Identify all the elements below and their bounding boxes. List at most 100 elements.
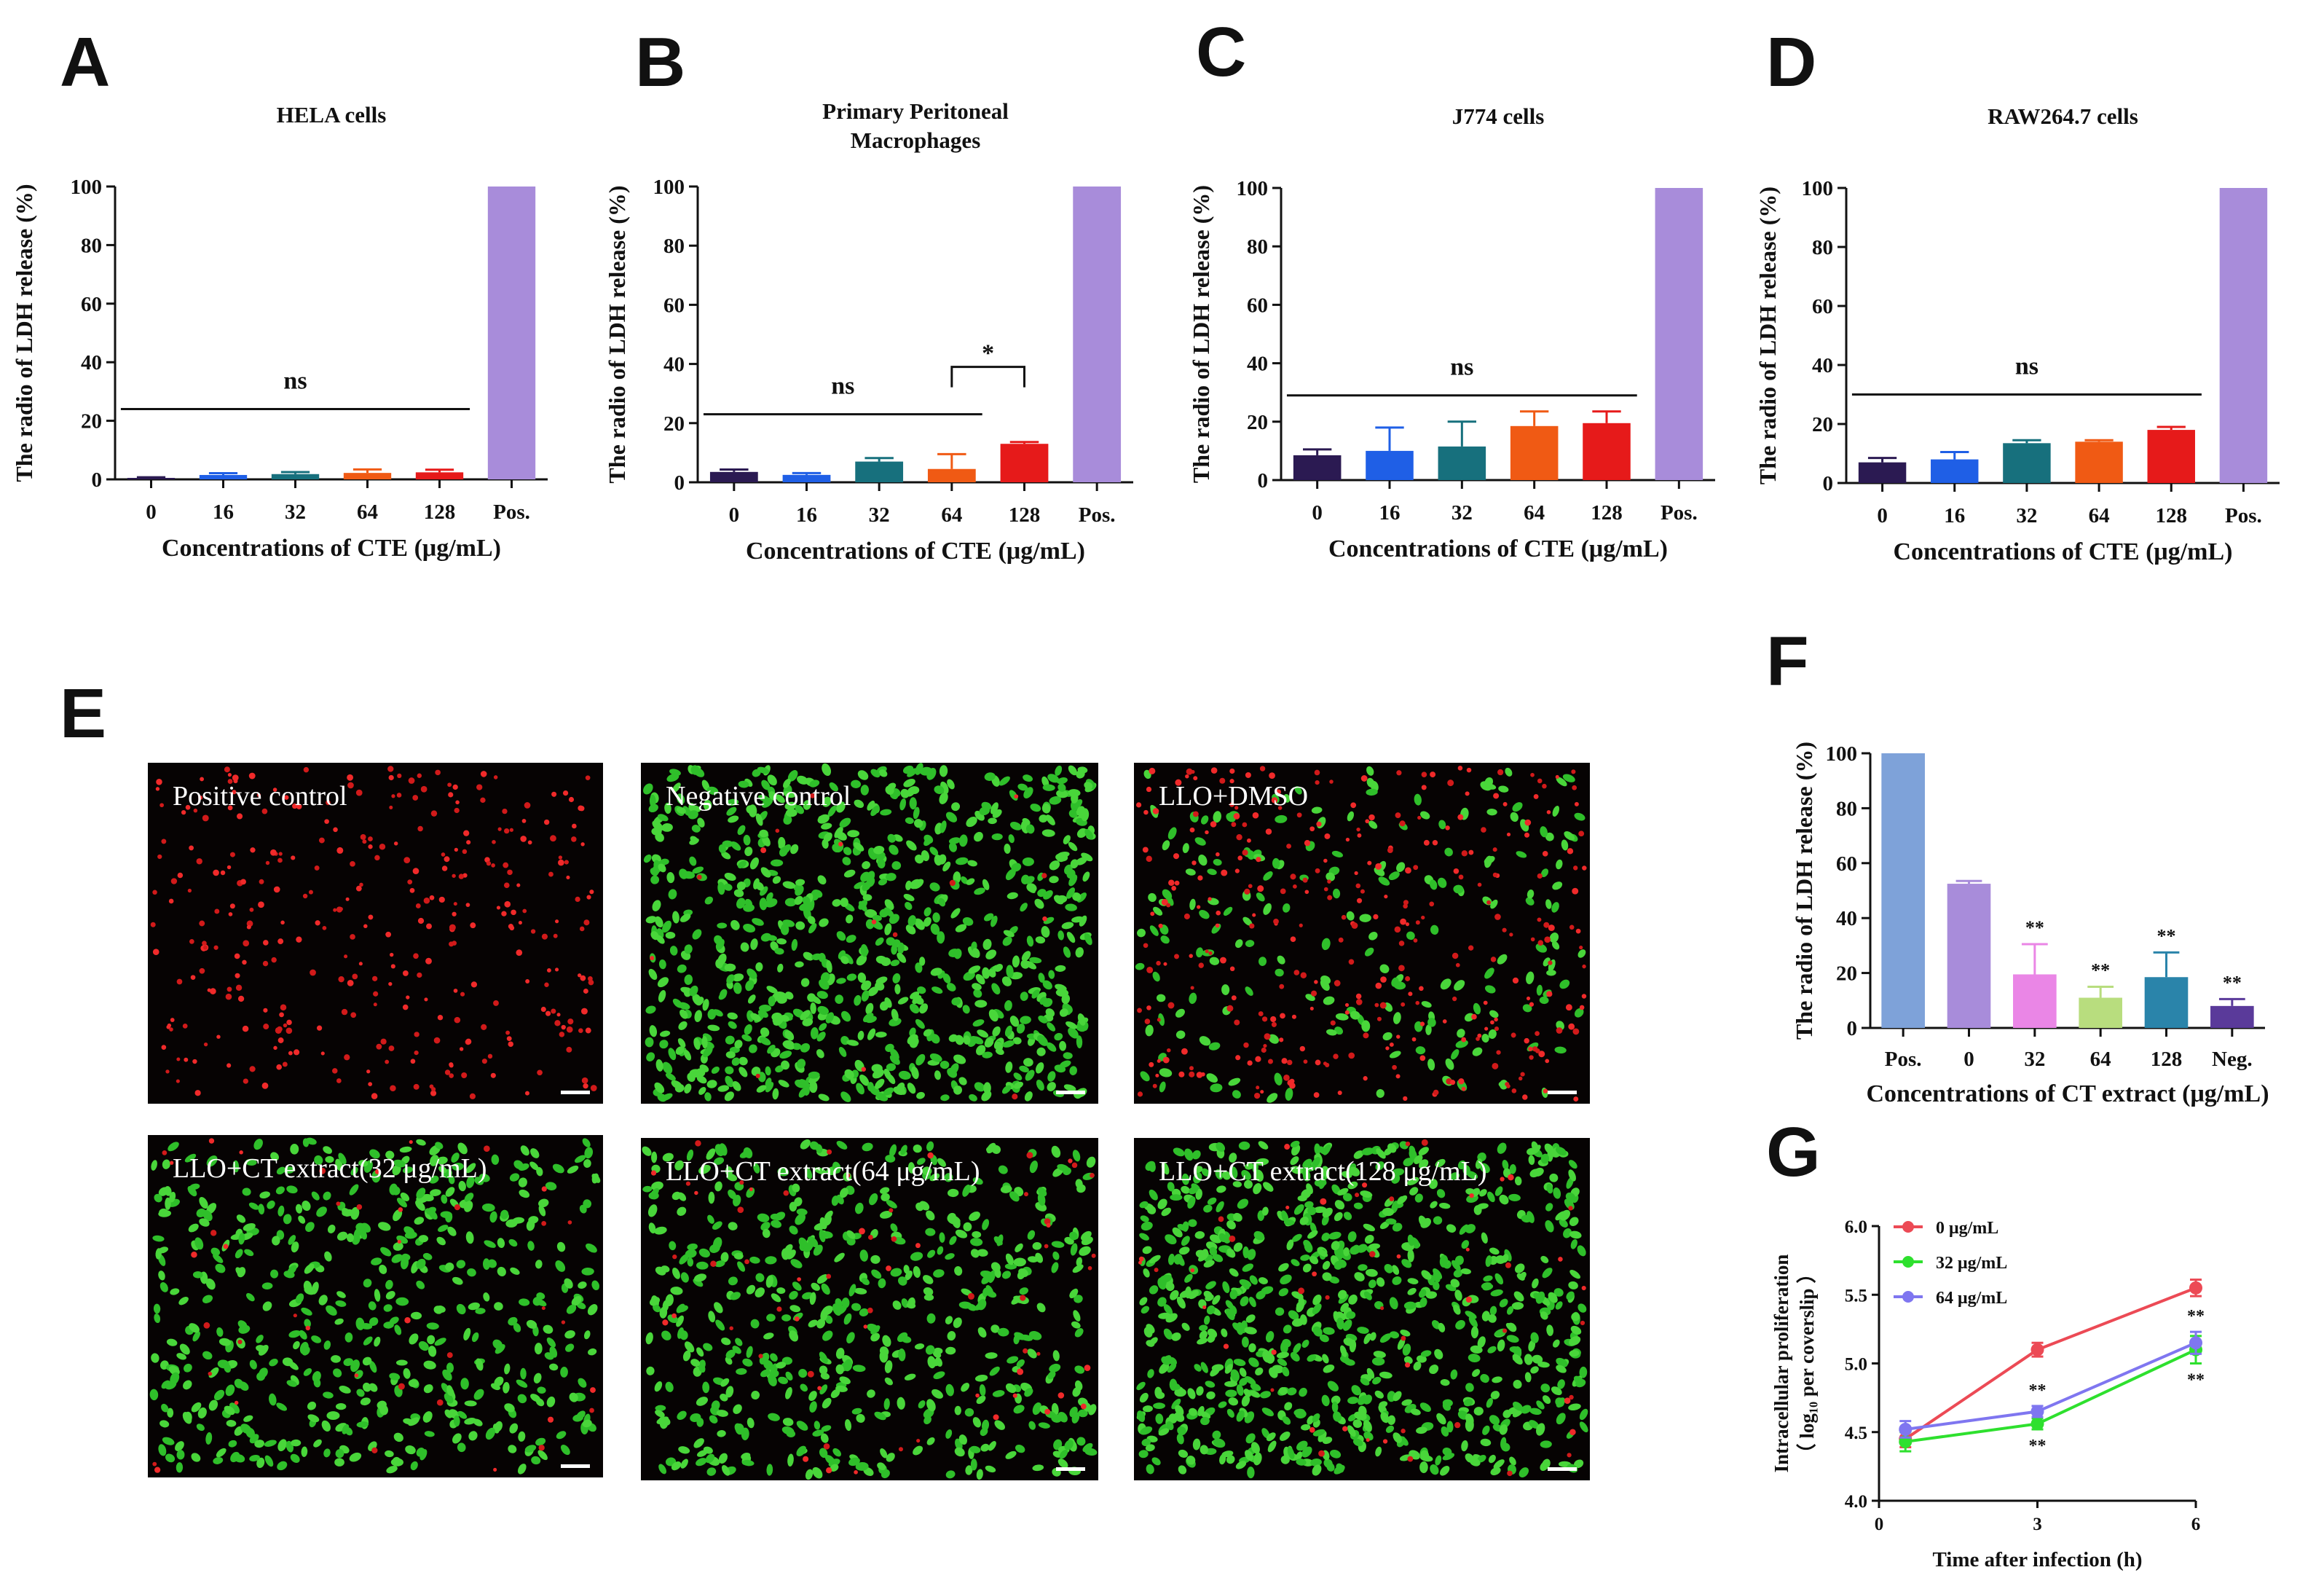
live-cell [660, 858, 669, 865]
dead-cell [1546, 991, 1553, 997]
dead-cell [507, 869, 513, 876]
live-cell [1261, 1286, 1274, 1295]
live-cell [731, 1057, 741, 1066]
live-cell [422, 1411, 433, 1423]
series-point-2-2 [2189, 1336, 2202, 1350]
live-cell [237, 1267, 246, 1278]
dead-cell [449, 1063, 454, 1068]
live-cell [1184, 1148, 1194, 1161]
live-cell [1421, 1001, 1432, 1008]
live-cell [955, 924, 967, 933]
dead-cell [291, 855, 296, 860]
live-cell [1267, 1440, 1277, 1453]
dead-cell [414, 1050, 419, 1056]
live-cell [934, 1070, 942, 1080]
dead-cell [1146, 966, 1154, 973]
live-cell [1561, 839, 1569, 851]
dead-cell [481, 1024, 487, 1030]
live-cell [508, 1316, 518, 1326]
dead-cell [181, 809, 186, 815]
live-cell [164, 1186, 172, 1196]
live-cell [903, 894, 915, 902]
live-cell [1038, 1015, 1048, 1024]
dead-cell [177, 872, 184, 879]
live-cell [982, 967, 990, 979]
live-cell [1205, 1381, 1216, 1388]
dead-cell [1210, 767, 1218, 774]
live-cell [648, 1222, 656, 1234]
live-cell [1407, 1177, 1419, 1186]
live-cell [812, 1429, 824, 1437]
live-cell [374, 1289, 381, 1302]
live-cell [761, 797, 773, 808]
dead-cell [1142, 847, 1149, 853]
live-cell [1296, 1300, 1305, 1313]
live-cell [1012, 955, 1020, 968]
live-cell [1236, 1384, 1244, 1396]
live-cell [261, 1282, 273, 1289]
live-cell [264, 1455, 274, 1467]
live-cell [526, 1319, 537, 1329]
live-cell [669, 946, 678, 956]
live-cell [1557, 1379, 1565, 1389]
live-cell [422, 1252, 433, 1260]
live-cell [524, 1445, 537, 1453]
live-cell [1354, 1272, 1365, 1281]
live-cell [832, 844, 840, 852]
dead-cell [196, 858, 202, 865]
live-cell [1047, 1082, 1056, 1091]
live-cell [830, 1464, 839, 1472]
live-cell [712, 1009, 723, 1017]
live-cell [789, 844, 799, 855]
live-cell [1548, 1292, 1558, 1303]
dead-cell [797, 1277, 801, 1281]
live-cell [394, 1324, 402, 1335]
live-cell [1409, 1187, 1419, 1196]
dead-cell [1338, 937, 1344, 943]
live-cell [1554, 1046, 1567, 1054]
live-cell [944, 1173, 953, 1182]
dead-cell [1202, 1305, 1207, 1310]
live-cell [1049, 876, 1059, 884]
live-cell [1465, 1311, 1477, 1319]
live-cell [884, 1360, 893, 1373]
live-cell [857, 770, 869, 780]
chart-b-macrophages: Primary Peritoneal Macrophages02040608010… [604, 98, 1133, 565]
dead-cell [1247, 1060, 1253, 1066]
dead-cell [863, 1324, 868, 1329]
dead-cell [1537, 917, 1542, 922]
live-cell [1296, 1440, 1308, 1451]
live-cell [1364, 947, 1374, 957]
live-cell [819, 1351, 828, 1364]
live-cell [325, 1155, 334, 1163]
live-cell [567, 1165, 579, 1174]
dead-cell [424, 997, 428, 1002]
dead-cell [1395, 812, 1401, 818]
live-cell [1468, 1354, 1481, 1363]
dead-cell [1174, 954, 1180, 959]
live-cell [1358, 1395, 1368, 1405]
y-tick-label: 100 [1237, 177, 1269, 200]
live-cell [1009, 822, 1022, 831]
dead-cell [1344, 1010, 1350, 1015]
live-cell [725, 1066, 734, 1075]
live-cell [843, 1359, 853, 1372]
dead-cell [502, 808, 508, 814]
live-cell [1480, 1373, 1489, 1383]
dead-cell [476, 784, 483, 790]
live-cell [183, 1380, 192, 1390]
live-cell [1268, 1034, 1279, 1044]
live-cell [886, 1200, 897, 1209]
live-cell [931, 986, 943, 994]
live-cell [915, 855, 924, 864]
dead-cell [1408, 992, 1413, 997]
live-cell [323, 1191, 331, 1201]
dead-cell [397, 773, 402, 779]
live-cell [714, 1157, 725, 1165]
dead-cell [1572, 887, 1579, 895]
live-cell [1076, 857, 1087, 865]
dead-cell [550, 835, 556, 842]
live-cell [403, 1418, 414, 1425]
dead-cell [1041, 873, 1047, 879]
live-cell [846, 935, 856, 943]
